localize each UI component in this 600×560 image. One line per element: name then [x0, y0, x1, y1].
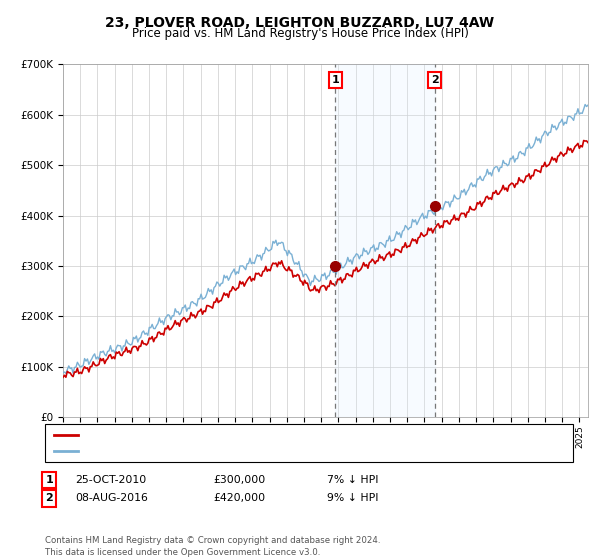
Text: 25-OCT-2010: 25-OCT-2010	[75, 475, 146, 485]
Text: 23, PLOVER ROAD, LEIGHTON BUZZARD, LU7 4AW: 23, PLOVER ROAD, LEIGHTON BUZZARD, LU7 4…	[106, 16, 494, 30]
Text: 9% ↓ HPI: 9% ↓ HPI	[327, 493, 379, 503]
Text: 1: 1	[331, 75, 339, 85]
Text: 08-AUG-2016: 08-AUG-2016	[75, 493, 148, 503]
Text: Price paid vs. HM Land Registry's House Price Index (HPI): Price paid vs. HM Land Registry's House …	[131, 27, 469, 40]
Text: HPI: Average price, detached house, Central Bedfordshire: HPI: Average price, detached house, Cent…	[82, 446, 370, 456]
Text: 2: 2	[46, 493, 53, 503]
Text: 7% ↓ HPI: 7% ↓ HPI	[327, 475, 379, 485]
Text: £420,000: £420,000	[213, 493, 265, 503]
Text: 1: 1	[46, 475, 53, 485]
Text: £300,000: £300,000	[213, 475, 265, 485]
Text: 23, PLOVER ROAD, LEIGHTON BUZZARD, LU7 4AW (detached house): 23, PLOVER ROAD, LEIGHTON BUZZARD, LU7 4…	[82, 430, 424, 440]
Text: 2: 2	[431, 75, 439, 85]
Text: Contains HM Land Registry data © Crown copyright and database right 2024.
This d: Contains HM Land Registry data © Crown c…	[45, 536, 380, 557]
Bar	[335, 64, 435, 417]
